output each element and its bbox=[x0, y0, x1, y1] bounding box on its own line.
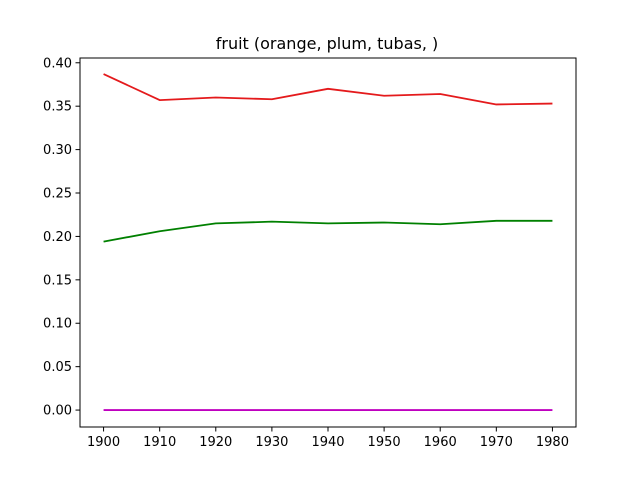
y-tick-label: 0.35 bbox=[43, 100, 72, 115]
y-tick-label: 0.20 bbox=[43, 230, 72, 245]
x-axis: 1900 1910 1920 1930 1940 1950 1960 1970 1980 bbox=[87, 427, 569, 450]
x-tick-label: 1980 bbox=[536, 435, 569, 450]
x-tick-label: 1950 bbox=[368, 435, 401, 450]
x-tick-label: 1960 bbox=[424, 435, 457, 450]
y-tick-label: 0.15 bbox=[43, 273, 72, 288]
y-tick-label: 0.00 bbox=[43, 404, 72, 419]
x-tick-label: 1910 bbox=[143, 435, 176, 450]
y-tick-label: 0.30 bbox=[43, 143, 72, 158]
series-layer bbox=[103, 73, 553, 411]
x-tick-label: 1930 bbox=[255, 435, 288, 450]
series-line-0 bbox=[103, 73, 553, 106]
y-tick-label: 0.25 bbox=[43, 187, 72, 202]
y-tick-label: 0.40 bbox=[43, 56, 72, 71]
y-tick-label: 0.10 bbox=[43, 317, 72, 332]
y-axis: 0.00 0.05 0.10 0.15 0.20 0.25 0.30 0.35 0.40 bbox=[43, 56, 80, 419]
plot-frame bbox=[79, 57, 577, 428]
x-tick-label: 1970 bbox=[480, 435, 513, 450]
chart-title: fruit (orange, plum, tubas, ) bbox=[216, 34, 439, 53]
x-tick-label: 1940 bbox=[311, 435, 344, 450]
series-line-1 bbox=[103, 219, 553, 243]
y-tick-label: 0.05 bbox=[43, 360, 72, 375]
x-tick-label: 1900 bbox=[87, 435, 120, 450]
x-tick-label: 1920 bbox=[199, 435, 232, 450]
